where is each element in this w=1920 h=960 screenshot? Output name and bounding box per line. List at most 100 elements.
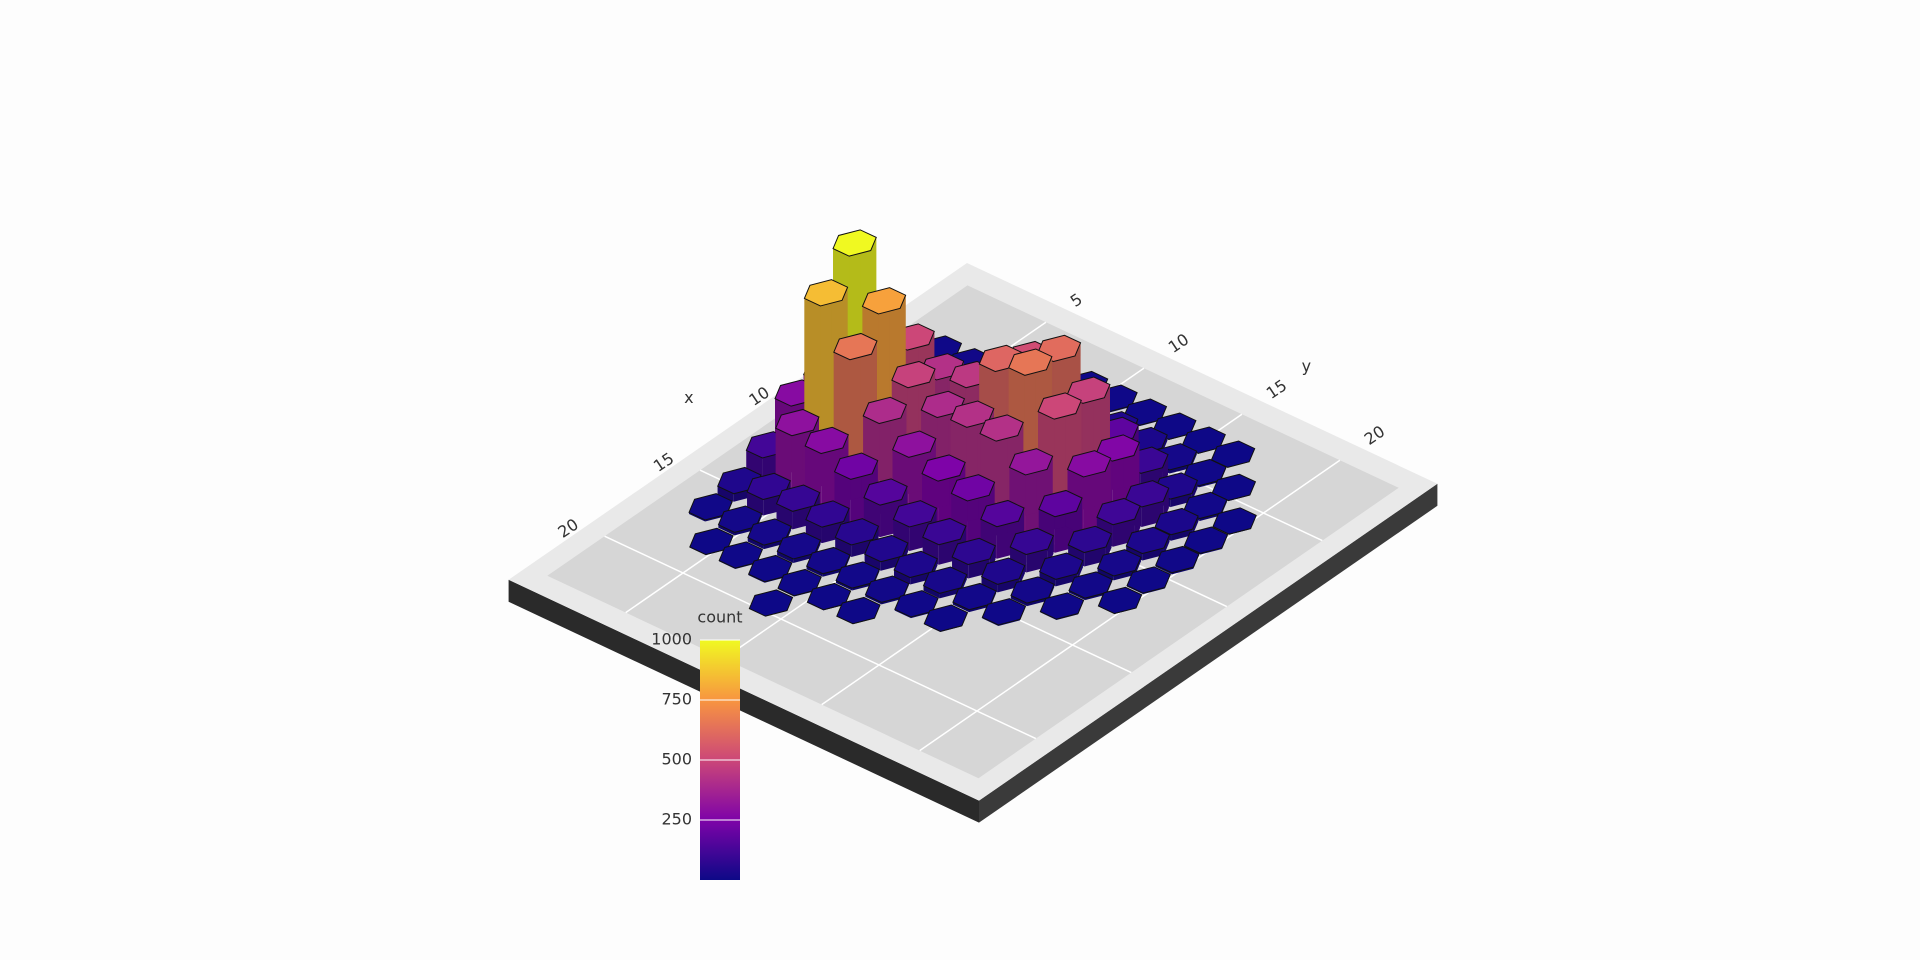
hex-top — [1037, 392, 1082, 420]
hex-bar — [981, 598, 1027, 626]
hex-bar — [1155, 545, 1200, 575]
hex-side — [1171, 529, 1193, 541]
hex-side — [923, 585, 940, 599]
hex-side — [880, 556, 903, 571]
hex-top — [836, 596, 881, 625]
hex-bar — [980, 557, 1026, 593]
hex-bar — [1182, 458, 1227, 488]
hex-bar — [1097, 549, 1142, 581]
hex-top — [1038, 489, 1083, 518]
hex-side — [835, 537, 852, 557]
hex-top — [1126, 566, 1171, 594]
hex-bar — [777, 568, 822, 597]
hex-top — [861, 287, 907, 315]
hex-bar — [1125, 526, 1171, 561]
hex-side — [836, 580, 853, 591]
hex-top — [804, 426, 849, 455]
hex-top — [921, 454, 966, 482]
hex-bar — [836, 596, 881, 625]
hex-side — [968, 604, 991, 613]
hex-side — [747, 537, 764, 550]
hex-bar — [864, 575, 910, 605]
hex-side — [864, 554, 881, 571]
hex-top — [803, 279, 849, 307]
hex-top — [862, 396, 908, 425]
hex-top — [892, 500, 938, 528]
hex-top — [832, 229, 877, 257]
hex-side — [793, 553, 815, 563]
hex-bar — [1126, 566, 1171, 595]
hex-top — [1154, 507, 1199, 536]
x-axis-title: x — [684, 388, 693, 407]
hex-bar — [1097, 586, 1143, 615]
hex-side — [734, 526, 757, 536]
hex-side — [1170, 493, 1192, 508]
hex-top — [980, 499, 1025, 528]
hex-side — [997, 578, 1020, 593]
hex-top — [1097, 549, 1142, 577]
hex-top — [951, 537, 996, 566]
hex-bar — [748, 589, 794, 617]
hex-top — [834, 518, 880, 546]
y-tick-label: 5 — [1067, 289, 1086, 310]
hex-top — [1039, 592, 1085, 620]
hex-top — [922, 517, 967, 546]
hex-top — [863, 478, 908, 506]
hex-bar — [1009, 527, 1055, 573]
legend-tick-label: 500 — [661, 750, 692, 769]
hex-top — [833, 332, 878, 361]
hex-bar — [864, 534, 909, 571]
hex-side — [1113, 570, 1136, 581]
hex-bar — [922, 566, 968, 599]
hex-bar — [776, 532, 822, 563]
hex-side — [806, 566, 823, 577]
hex-side — [1097, 568, 1114, 581]
hex-top — [1097, 586, 1143, 615]
hex-side — [822, 568, 845, 577]
hex-side — [852, 582, 874, 591]
hex-top — [748, 589, 794, 617]
plate-side — [979, 483, 1438, 823]
y-tick-label: 10 — [1165, 330, 1193, 357]
hex-top — [805, 500, 850, 528]
hex-top — [1125, 526, 1171, 555]
hex-top — [979, 414, 1024, 442]
y-tick-label: 20 — [1361, 422, 1389, 449]
hex-top — [1038, 552, 1084, 580]
hex-side — [894, 570, 911, 585]
hex-bar — [1039, 592, 1085, 620]
y-axis-title: y — [1302, 356, 1311, 375]
legend-title: count — [697, 608, 742, 627]
hex-top — [1008, 348, 1053, 376]
hex-bar — [1181, 426, 1226, 454]
hex-bar — [1067, 525, 1113, 567]
hex-side — [981, 576, 998, 593]
hex-bar — [718, 541, 764, 569]
hex-bar — [835, 561, 880, 591]
hex-side — [1169, 464, 1192, 474]
hex-top — [1067, 525, 1113, 554]
hex-bar — [1038, 552, 1084, 587]
hex-bar — [952, 582, 997, 613]
hex-side — [1055, 573, 1078, 587]
hex-top — [1096, 497, 1141, 526]
hex-top — [1155, 545, 1200, 574]
hex-bar — [747, 554, 793, 583]
hex-bar — [806, 582, 852, 611]
hex-top — [1183, 526, 1229, 554]
hex-bar — [806, 546, 851, 577]
hex-side — [910, 571, 932, 585]
hex-bar — [1183, 526, 1229, 555]
legend-tick-label: 250 — [661, 810, 692, 829]
hex-side — [939, 587, 962, 599]
hex-side — [763, 539, 786, 550]
hex-top — [950, 474, 996, 502]
plate-side — [508, 579, 979, 823]
hex-bar — [1212, 507, 1257, 535]
hex-top — [980, 557, 1026, 585]
hex-top — [1066, 450, 1112, 478]
hex-top — [891, 430, 937, 458]
hex-bar — [922, 517, 967, 565]
legend-tick-label: 750 — [661, 690, 692, 709]
